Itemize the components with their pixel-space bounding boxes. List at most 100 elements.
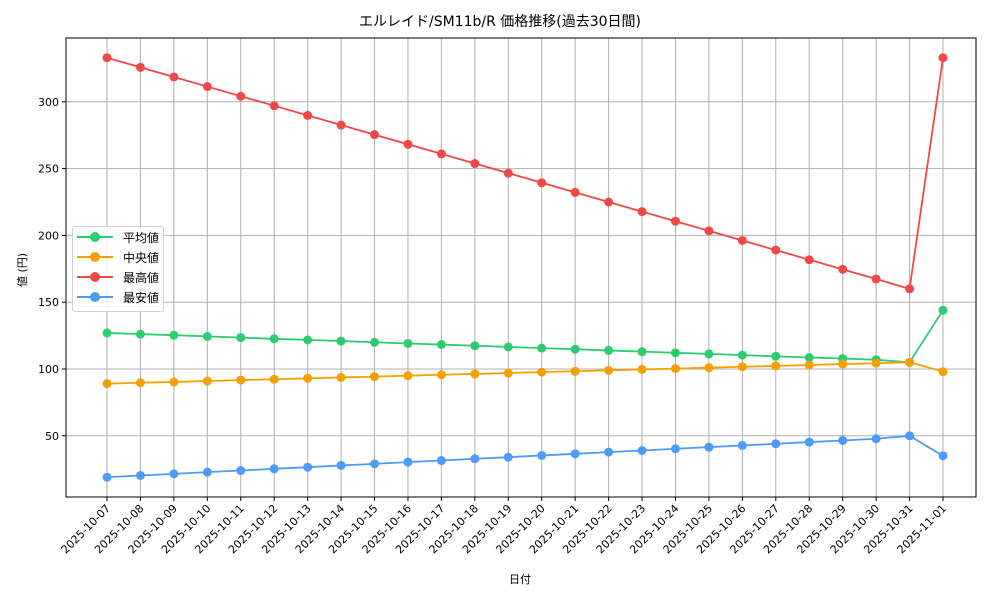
y-axis: 50 100 150 200 250 300 xyxy=(38,96,66,443)
data-point xyxy=(704,363,714,373)
x-axis-label: 日付 xyxy=(509,573,531,586)
data-point xyxy=(871,358,881,368)
data-point xyxy=(370,459,380,469)
data-point xyxy=(503,368,513,378)
data-point xyxy=(436,149,446,159)
data-point xyxy=(403,457,413,467)
data-point xyxy=(303,373,313,383)
data-point xyxy=(169,72,179,82)
data-point xyxy=(135,62,145,72)
data-point xyxy=(604,447,614,457)
data-point xyxy=(670,348,680,358)
data-point xyxy=(670,216,680,226)
line-marker-icon xyxy=(77,247,113,267)
data-point xyxy=(771,245,781,255)
data-point xyxy=(135,470,145,480)
data-point xyxy=(905,431,915,441)
data-point xyxy=(537,450,547,460)
y-tick-label: 300 xyxy=(38,96,59,109)
data-point xyxy=(637,445,647,455)
chart-title: エルレイド/SM11b/R 価格推移(過去30日間) xyxy=(358,14,642,30)
data-point xyxy=(804,360,814,370)
data-point xyxy=(704,442,714,452)
data-point xyxy=(604,197,614,207)
data-point xyxy=(570,187,580,197)
data-point xyxy=(804,437,814,447)
legend-label: 最安値 xyxy=(123,290,160,305)
data-point xyxy=(737,440,747,450)
data-point xyxy=(303,110,313,120)
legend-label: 最高値 xyxy=(123,270,160,285)
data-point xyxy=(370,130,380,140)
legend: 平均値 中央値 最高値 最安値 xyxy=(72,226,164,312)
data-point xyxy=(269,464,279,474)
data-point xyxy=(737,362,747,372)
data-point xyxy=(938,451,948,461)
legend-item-min: 最安値 xyxy=(73,287,163,307)
data-point xyxy=(905,284,915,294)
data-point xyxy=(704,226,714,236)
data-point xyxy=(938,53,948,63)
data-point xyxy=(804,255,814,265)
y-tick-label: 250 xyxy=(38,163,59,176)
data-point xyxy=(771,361,781,371)
data-point xyxy=(871,434,881,444)
legend-item-average: 平均値 xyxy=(73,227,163,247)
data-point xyxy=(236,91,246,101)
plot-frame xyxy=(65,37,977,498)
data-point xyxy=(604,345,614,355)
data-point xyxy=(202,82,212,92)
data-point xyxy=(470,369,480,379)
data-point xyxy=(838,435,848,445)
data-point xyxy=(370,337,380,347)
line-marker-icon xyxy=(77,267,113,287)
data-point xyxy=(135,329,145,339)
line-marker-icon xyxy=(77,287,113,307)
data-point xyxy=(838,359,848,369)
data-point xyxy=(336,372,346,382)
data-point xyxy=(938,305,948,315)
data-point xyxy=(436,370,446,380)
data-point xyxy=(771,351,781,361)
data-point xyxy=(737,235,747,245)
data-point xyxy=(336,460,346,470)
data-point xyxy=(871,274,881,284)
data-point xyxy=(269,334,279,344)
data-point xyxy=(503,452,513,462)
data-point xyxy=(236,333,246,343)
data-point xyxy=(470,454,480,464)
data-point xyxy=(938,367,948,377)
data-point xyxy=(102,472,112,482)
y-tick-label: 150 xyxy=(38,296,59,309)
legend-label: 平均値 xyxy=(123,230,160,245)
y-tick-label: 100 xyxy=(38,363,59,376)
data-point xyxy=(202,467,212,477)
data-point xyxy=(269,374,279,384)
data-point xyxy=(102,328,112,338)
y-tick-label: 200 xyxy=(38,229,59,242)
data-point xyxy=(771,439,781,449)
data-point xyxy=(436,340,446,350)
legend-item-max: 最高値 xyxy=(73,267,163,287)
data-point xyxy=(403,139,413,149)
y-tick-label: 50 xyxy=(45,430,59,443)
data-point xyxy=(403,371,413,381)
data-point xyxy=(670,444,680,454)
data-point xyxy=(704,349,714,359)
data-point xyxy=(336,336,346,346)
data-point xyxy=(269,101,279,111)
legend-label: 中央値 xyxy=(123,250,160,265)
data-point xyxy=(236,375,246,385)
data-point xyxy=(537,343,547,353)
data-point xyxy=(637,207,647,217)
data-point xyxy=(804,353,814,363)
data-point xyxy=(905,357,915,367)
data-point xyxy=(537,178,547,188)
data-point xyxy=(537,367,547,377)
data-point xyxy=(202,331,212,341)
data-point xyxy=(470,159,480,169)
data-point xyxy=(670,364,680,374)
data-point xyxy=(370,372,380,382)
data-point xyxy=(169,377,179,387)
